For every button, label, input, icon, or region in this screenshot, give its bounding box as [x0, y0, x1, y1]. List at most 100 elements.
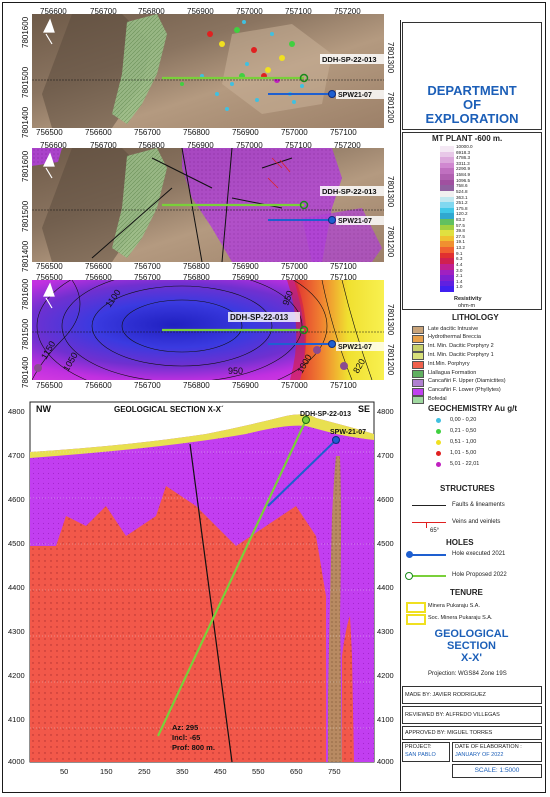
map3-top-tick: 757000 [281, 273, 308, 282]
map1-top-tick: 756700 [90, 7, 117, 16]
tenure2-label: Soc. Minera Pukaraju S.A. [428, 615, 493, 621]
resistivity-colorbar [440, 146, 454, 293]
geochem-label: 0,00 - 0,20 [450, 417, 477, 423]
section-hole2-trace [267, 439, 337, 507]
map-panel-resistivity: 1150 1100 1050 950 1000 950 820 DDH-SP-2… [32, 280, 384, 380]
geochem-dot [436, 451, 441, 456]
svg-text:4600: 4600 [8, 495, 25, 504]
project-value: SAN PABLO [405, 752, 436, 758]
map3-top-tick: 756700 [134, 273, 161, 282]
dip-label: 65° [430, 528, 440, 534]
section-svg: NW SE GEOLOGICAL SECTION X-X´ DDH-SP-22-… [8, 401, 394, 776]
contour-label: 950 [228, 366, 243, 376]
fault-symbol [412, 505, 446, 506]
map1-bottom-tick: 756900 [232, 128, 259, 137]
colorbar-swatch [440, 247, 454, 253]
date-label: DATE OF ELABORATION : [455, 744, 522, 750]
map2-bottom-tick: 756800 [183, 262, 210, 271]
lithology-label: Int. Min. Dacitic Porphyry 2 [428, 343, 494, 350]
map3-left-tick: 7801500 [21, 318, 30, 350]
colorbar-swatch [440, 151, 454, 158]
colorbar-swatch [440, 263, 454, 270]
lithology-swatch [412, 396, 424, 405]
map1-hole2-label: SPW21-07 [338, 92, 372, 99]
map2-svg: DDH-SP-22-013 SPW21-07 [32, 148, 384, 262]
colorbar-swatch [440, 224, 454, 231]
colorbar-label: 3.0 [456, 267, 463, 273]
faults-label: Faults & lineaments [452, 502, 505, 508]
map3-top-tick: 756800 [183, 273, 210, 282]
hole-proposed-symbol [410, 575, 446, 577]
colorbar-swatch [440, 196, 454, 203]
geological-section-title: GEOLOGICAL SECTION X-X' [434, 628, 509, 664]
svg-text:450: 450 [214, 767, 227, 776]
geochem-dot [436, 462, 441, 467]
svg-text:550: 550 [252, 767, 265, 776]
colorbar-label: 6.3 [456, 256, 463, 262]
map-panel-lithology: DDH-SP-22-013 SPW21-07 [32, 148, 384, 262]
mt-legend-box [402, 132, 542, 310]
map1-top-tick: 757100 [285, 7, 312, 16]
map3-hole1-label: DDH-SP-22-013 [230, 313, 289, 322]
lithology-label: Int. Min. Dacitic Porphyry 1 [428, 351, 494, 358]
map1-hole1-label: DDH-SP-22-013 [322, 55, 377, 64]
made-by-text: MADE BY: JAVIER RODRIGUEZ [405, 692, 486, 698]
colorbar-label: 27.5 [456, 233, 465, 239]
map1-left-tick: 7801500 [21, 66, 30, 98]
map2-right-tick: 7801200 [386, 226, 395, 258]
colorbar-label: 57.5 [456, 222, 465, 228]
map3-hole2-label: SPW21-07 [338, 344, 372, 351]
map1-left-tick: 7801600 [21, 16, 30, 48]
lithology-label: Llallagua Formation [428, 369, 477, 376]
colorbar-label: 3311.3 [456, 160, 470, 166]
colorbar-swatch [440, 162, 454, 169]
lithology-swatch [412, 387, 424, 396]
department-box [402, 22, 542, 130]
map2-top-tick: 757200 [334, 141, 361, 150]
colorbar-label: 524.8 [456, 188, 468, 194]
map1-bottom-tick: 756600 [85, 128, 112, 137]
reviewed-by-text: REVIEWED BY: ALFREDO VILLEGAS [405, 712, 500, 718]
resistivity-unit-ohm: ohm-m [458, 303, 476, 309]
svg-text:4400: 4400 [8, 583, 25, 592]
colorbar-label: 2.1 [456, 273, 463, 279]
hole-executed-symbol [410, 554, 446, 556]
map1-bottom-tick: 756500 [36, 128, 63, 137]
colorbar-swatch [440, 252, 454, 259]
colorbar-label: 1584.9 [456, 172, 471, 178]
lithology-swatch [412, 361, 424, 370]
colorbar-label: 10000.0 [456, 144, 473, 149]
contour-label: 950 [280, 289, 295, 307]
hole-proposed-dot [405, 572, 413, 580]
map3-right-tick: 7801300 [386, 304, 395, 336]
map1-right-tick: 7801300 [386, 42, 395, 74]
colorbar-label: 4786.3 [456, 155, 471, 161]
colorbar-swatch [440, 235, 454, 242]
map3-bottom-tick: 757000 [281, 381, 308, 390]
section-left-label: NW [36, 404, 51, 414]
lithology-label: Bofedal [428, 395, 447, 402]
geochem-label: 1,01 - 5,00 [450, 450, 477, 456]
section-y-axis-left: 4800 4700 4600 4500 4400 4300 4200 4100 4000 [8, 407, 25, 766]
svg-text:4100: 4100 [377, 715, 394, 724]
section-inclination: Incl: -65 [172, 733, 200, 742]
map1-top-tick: 757000 [236, 7, 263, 16]
map3-left-tick: 7801600 [21, 278, 30, 310]
svg-text:4500: 4500 [8, 539, 25, 548]
colorbar-label: 175.8 [456, 205, 468, 211]
veins-label: Veins and veinlets [452, 519, 501, 525]
tenure-title: TENURE [450, 588, 483, 597]
map3-left-tick: 7801400 [21, 356, 30, 388]
tenure1-label: Minera Pukaraju S.A. [428, 603, 480, 609]
made-by-cell: MADE BY: JAVIER RODRIGUEZ [402, 686, 542, 704]
projection-label: Projection: WGS84 Zone 19S [428, 671, 507, 677]
section-hole2-label: SPW-21-07 [330, 429, 366, 436]
lithology-swatch [412, 343, 424, 352]
colorbar-swatch [440, 213, 454, 220]
geochem-dot [436, 440, 441, 445]
approved-by-text: APPROVED BY: MIGUEL TORRES [405, 730, 493, 736]
geochem-label: 0,51 - 1,00 [450, 439, 477, 445]
map2-bottom-tick: 757100 [330, 262, 357, 271]
lithology-label: Int.Min. Porphyry [428, 360, 470, 367]
svg-text:4000: 4000 [377, 757, 394, 766]
